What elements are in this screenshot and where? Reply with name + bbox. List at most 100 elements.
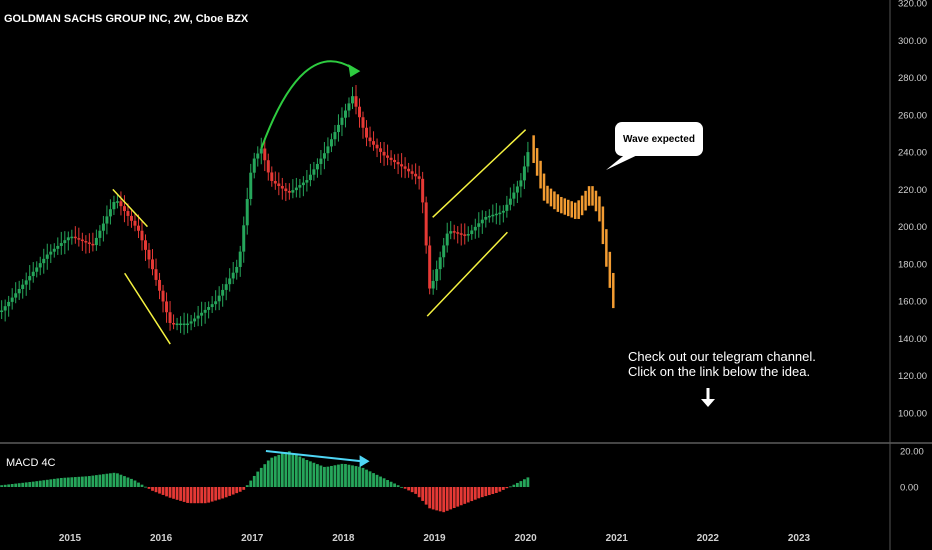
macd-bar <box>238 487 242 492</box>
candle-body <box>10 297 14 302</box>
candle-body <box>277 183 281 187</box>
macd-bar <box>389 481 393 487</box>
candle-body <box>407 168 411 172</box>
x-axis-ticks: 2015 2016 2017 2018 2019 2020 2021 2022 2023 <box>59 533 811 544</box>
candle-body <box>80 239 84 242</box>
macd-bar <box>417 487 421 498</box>
y-tick-label: 120.00 <box>898 371 927 382</box>
macd-bar <box>294 454 298 487</box>
candle-body <box>375 144 379 149</box>
macd-bar <box>91 475 95 487</box>
macd-bar <box>172 487 175 499</box>
macd-bar <box>154 487 158 493</box>
macd-bar <box>221 487 225 499</box>
candle-body <box>368 137 372 142</box>
candle-body <box>414 173 418 177</box>
candle-body <box>91 243 95 246</box>
candle-body <box>154 269 158 280</box>
candle-body <box>266 160 270 173</box>
candle-body <box>49 251 53 255</box>
candles <box>0 85 530 335</box>
candle-body <box>431 280 435 289</box>
macd-bar <box>210 487 214 502</box>
x-tick-label: 2023 <box>788 533 811 544</box>
candle-body <box>21 284 25 289</box>
candle-body <box>24 280 28 285</box>
candle-body <box>259 148 263 154</box>
macd-bar <box>0 485 4 487</box>
macd-bar <box>354 466 358 487</box>
macd-bar <box>73 477 77 487</box>
macd-bar <box>515 482 519 487</box>
macd-bar <box>123 476 126 487</box>
candle-body <box>477 223 481 227</box>
candle-body <box>319 158 323 164</box>
candle-body <box>400 164 404 167</box>
macd-bar <box>410 487 414 493</box>
candle-body <box>393 159 397 163</box>
macd-bar <box>365 469 368 487</box>
candle-body <box>186 323 190 326</box>
macd-bar <box>438 487 442 512</box>
x-tick-label: 2021 <box>606 533 629 544</box>
candle-body <box>207 307 211 310</box>
macd-bar <box>38 480 42 487</box>
pattern-line <box>426 231 508 317</box>
macd-bar <box>393 483 396 487</box>
x-tick-label: 2016 <box>150 533 173 544</box>
candle-body <box>470 230 474 235</box>
macd-bar <box>189 487 193 504</box>
macd-bar <box>494 487 498 493</box>
candle-body <box>273 180 277 184</box>
candle-body <box>84 241 88 243</box>
candle-body <box>52 248 56 252</box>
candle-body <box>38 263 42 268</box>
candle-body <box>515 186 519 193</box>
macd-bar <box>14 483 18 487</box>
macd-bar <box>80 476 84 487</box>
macd-bar <box>242 487 246 490</box>
candle-body <box>305 180 309 183</box>
candle-body <box>505 204 509 211</box>
candle-body <box>343 110 347 118</box>
macd-bar <box>375 474 379 487</box>
macd-bar <box>245 485 249 487</box>
candle-body <box>354 96 358 107</box>
candle-body <box>140 230 144 241</box>
macd-bar <box>84 476 88 487</box>
candle-body <box>14 293 18 298</box>
pattern-line <box>112 188 149 228</box>
macd-bar <box>456 487 460 507</box>
macd-tick-label: 20.00 <box>900 447 924 458</box>
candle-body <box>228 278 232 285</box>
macd-bar <box>382 478 386 487</box>
candle-body <box>270 172 274 181</box>
macd-label: MACD 4C <box>6 457 56 469</box>
candle-body <box>379 148 383 152</box>
candle-body <box>280 186 284 189</box>
macd-bar <box>372 473 375 487</box>
macd-bar <box>116 473 119 487</box>
candle-body <box>287 191 291 193</box>
macd-bar <box>3 484 7 487</box>
macd-bar <box>428 487 432 509</box>
candle-body <box>333 132 337 140</box>
macd-bar <box>508 486 512 488</box>
candle-body <box>224 284 228 290</box>
macd-bar <box>400 486 404 488</box>
candle-body <box>435 269 439 281</box>
macd-bar <box>463 487 467 504</box>
candle-body <box>445 233 449 246</box>
candle-body <box>501 210 505 213</box>
macd-bar <box>368 471 372 487</box>
candle-body <box>28 276 32 281</box>
candle-body <box>256 153 260 159</box>
candle-body <box>484 216 488 220</box>
macd-bar <box>305 459 309 487</box>
candle-body <box>7 301 11 307</box>
candle-body <box>498 212 502 215</box>
candle-body <box>59 243 63 246</box>
macd-bar <box>196 487 200 504</box>
candle-body <box>77 238 81 240</box>
candle-body <box>133 220 137 226</box>
